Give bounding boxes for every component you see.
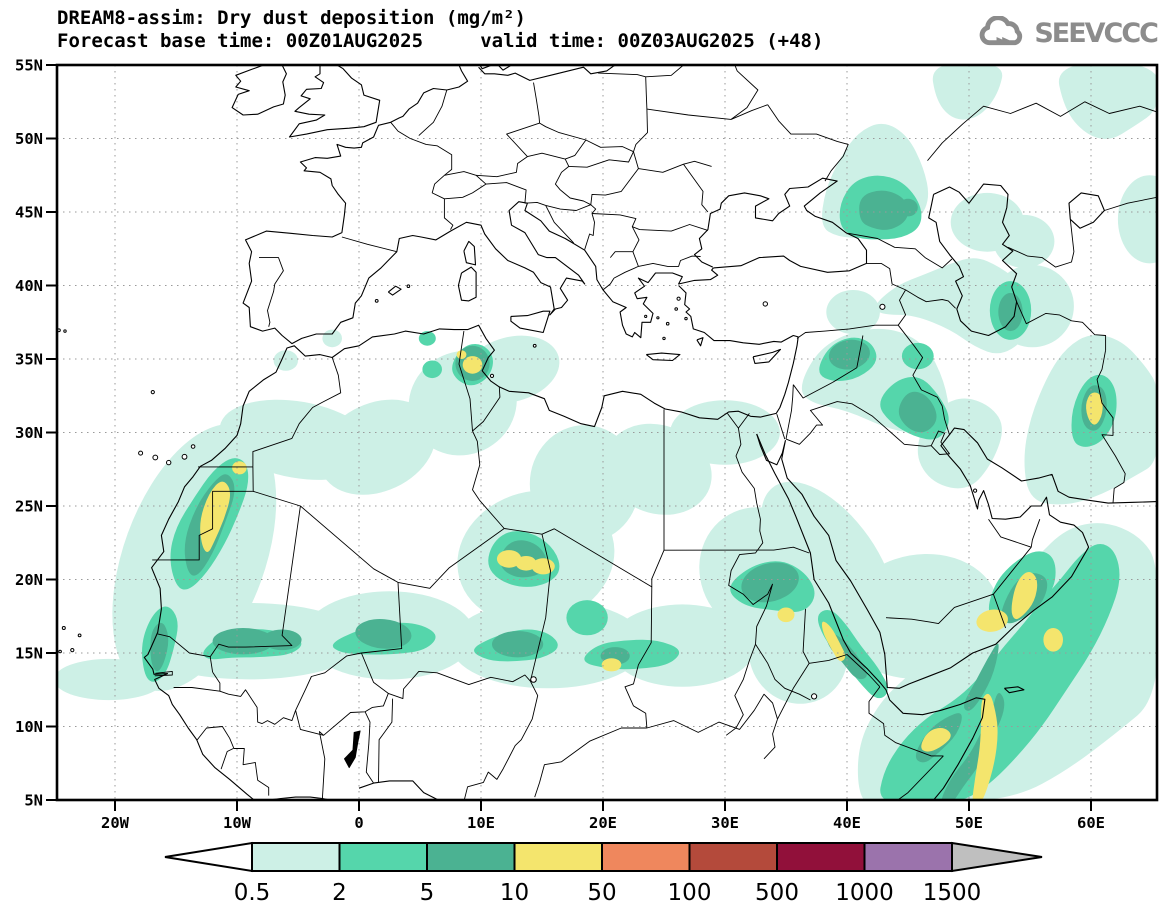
lat-tick-label: 30N bbox=[15, 424, 43, 442]
colorbar: 0.5 2 5 10 50 100 500 1000 1500 bbox=[164, 841, 1043, 906]
country-borders bbox=[152, 65, 1157, 800]
lat-tick-label: 50N bbox=[15, 130, 43, 148]
axis-ticks bbox=[46, 64, 1092, 811]
colorbar-tick-label: 100 bbox=[668, 880, 712, 906]
colorbar-cell bbox=[338, 842, 428, 872]
lake-volta bbox=[344, 730, 361, 769]
colorbar-cell bbox=[426, 842, 516, 872]
colorbar-cell bbox=[688, 842, 778, 872]
colorbar-tick-label: 2 bbox=[332, 880, 347, 906]
lat-tick-label: 35N bbox=[15, 351, 43, 369]
colorbar-tick-label: 0.5 bbox=[234, 880, 271, 906]
seevccc-logo: SEEVCCC bbox=[977, 16, 1159, 50]
lon-tick-label: 60E bbox=[1077, 814, 1105, 832]
colorbar-tick-label: 50 bbox=[587, 880, 616, 906]
lon-tick-label: 50E bbox=[955, 814, 983, 832]
small-islands-and-lakes bbox=[57, 284, 978, 700]
colorbar-tick-label: 1000 bbox=[835, 880, 894, 906]
colorbar-tick-label: 500 bbox=[755, 880, 799, 906]
colorbar-tick-label: 10 bbox=[500, 880, 529, 906]
lon-tick-label: 0 bbox=[354, 814, 363, 832]
colorbar-cell bbox=[776, 842, 866, 872]
cloud-logo-icon bbox=[980, 16, 1023, 46]
lat-tick-label: 25N bbox=[15, 498, 43, 516]
lat-tick-label: 10N bbox=[15, 718, 43, 736]
lon-tick-label: 20W bbox=[101, 814, 130, 832]
axis-labels: 55N 50N 45N 40N 35N 30N 25N 20N 15N 10N 5N 20W 10W 0 1… bbox=[15, 57, 1105, 833]
colorbar-cell bbox=[251, 842, 341, 872]
nile-river bbox=[725, 413, 811, 736]
dust-deposition-field bbox=[57, 65, 1157, 800]
coastlines bbox=[143, 65, 1157, 800]
colorbar-cell bbox=[601, 842, 691, 872]
lon-tick-label: 40E bbox=[833, 814, 861, 832]
colorbar-tick-label: 5 bbox=[420, 880, 435, 906]
colorbar-cell bbox=[513, 842, 603, 872]
lon-tick-label: 30E bbox=[711, 814, 739, 832]
lat-tick-label: 40N bbox=[15, 277, 43, 295]
lat-tick-label: 55N bbox=[15, 57, 43, 75]
chart-subtitle: Forecast base time: 00Z01AUG2025 valid t… bbox=[57, 30, 824, 52]
colorbar-under-arrow bbox=[164, 841, 253, 873]
lat-tick-label: 15N bbox=[15, 645, 43, 663]
lat-tick-label: 20N bbox=[15, 571, 43, 589]
lon-tick-label: 10W bbox=[223, 814, 252, 832]
chart-title: DREAM8-assim: Dry dust deposition (mg/m²… bbox=[57, 7, 526, 29]
colorbar-cell bbox=[863, 842, 953, 872]
lat-tick-label: 45N bbox=[15, 204, 43, 222]
lat-tick-label: 5N bbox=[24, 792, 43, 810]
graticule bbox=[57, 65, 1157, 800]
colorbar-over-arrow bbox=[951, 841, 1043, 873]
colorbar-tick-label: 1500 bbox=[923, 880, 982, 906]
logo-text: SEEVCCC bbox=[1034, 17, 1159, 49]
lon-tick-label: 20E bbox=[589, 814, 617, 832]
lon-tick-label: 10E bbox=[467, 814, 495, 832]
